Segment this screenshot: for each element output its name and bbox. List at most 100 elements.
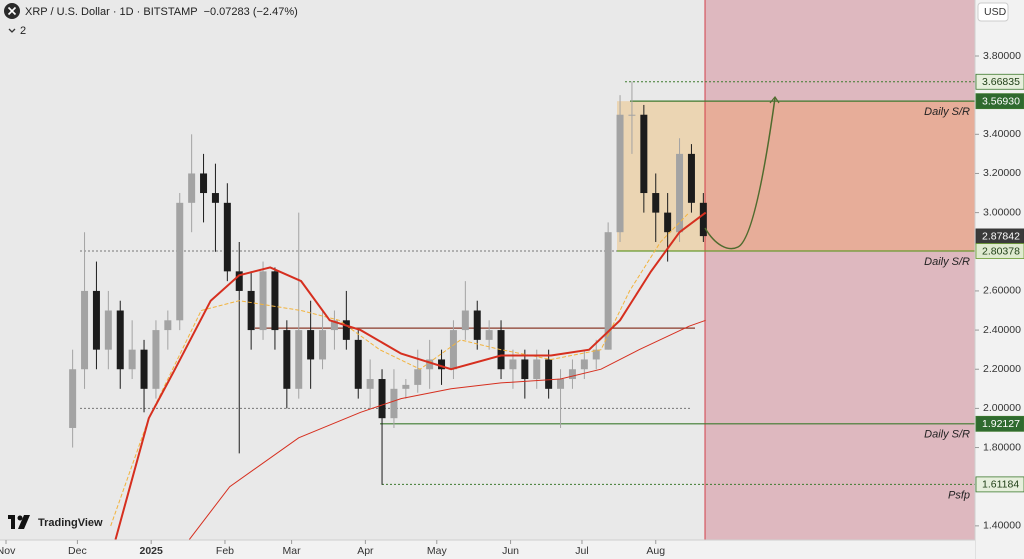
symbol-icon-mark xyxy=(7,6,17,16)
x-tick-label: Mar xyxy=(283,545,302,557)
moving-average xyxy=(188,319,706,540)
y-tick-label: 3.40000 xyxy=(983,128,1021,140)
candle-body xyxy=(176,202,184,321)
price-label: 1.92127 xyxy=(982,418,1020,430)
candle-body xyxy=(699,202,707,237)
candle-body xyxy=(104,310,112,350)
price-axis xyxy=(975,0,1024,559)
plot-area xyxy=(69,81,975,540)
watermark: TradingView xyxy=(38,517,103,529)
candle-body xyxy=(330,320,338,331)
indicators-toggle[interactable] xyxy=(8,28,16,33)
candle-body xyxy=(319,330,327,360)
currency: USD xyxy=(984,6,1007,18)
logo-part xyxy=(11,515,15,529)
price-label: 1.61184 xyxy=(982,479,1019,491)
candle-body xyxy=(128,349,136,370)
candle-body xyxy=(92,290,100,350)
price-label-box xyxy=(975,73,1024,90)
candle-body xyxy=(283,330,291,389)
chart-title: XRP / U.S. Dollar · 1D · BITSTAMP xyxy=(25,6,198,18)
candle-body xyxy=(247,290,255,331)
candle-body xyxy=(295,330,303,389)
x-tick-label: Feb xyxy=(216,545,234,557)
candle-body xyxy=(545,359,553,389)
candle-body xyxy=(461,310,469,331)
y-tick-label: 1.80000 xyxy=(983,441,1021,453)
y-tick-label: 2.40000 xyxy=(983,324,1021,336)
candle-body xyxy=(188,173,196,203)
candle-body xyxy=(664,212,672,233)
candle-body xyxy=(687,153,695,203)
candle-body xyxy=(271,271,279,331)
moving-average xyxy=(114,211,707,540)
candle-body xyxy=(307,330,315,360)
logo-part xyxy=(17,515,23,521)
price-label: 3.66835 xyxy=(982,76,1020,88)
price-label-box xyxy=(975,415,1024,432)
candle-body xyxy=(426,359,434,370)
level-note: Psfp xyxy=(948,489,970,501)
time-axis xyxy=(0,540,975,559)
projection-curve xyxy=(704,97,776,250)
candle-body xyxy=(164,320,172,331)
target-zone-extension xyxy=(705,101,975,252)
candle-body xyxy=(533,359,541,380)
price-change: −0.07283 (−2.47%) xyxy=(204,6,298,18)
y-tick-label: 2.00000 xyxy=(983,402,1021,414)
price-label-box xyxy=(975,93,1024,110)
candle-body xyxy=(259,271,267,331)
logo-part xyxy=(18,515,30,529)
candle-body xyxy=(521,359,529,380)
currency-box[interactable] xyxy=(977,2,1009,22)
candle-body xyxy=(604,232,612,350)
candle-body xyxy=(342,320,350,340)
candle-body xyxy=(592,349,600,360)
x-tick-label: Nov xyxy=(0,545,16,557)
candle-body xyxy=(354,339,362,389)
candle-body xyxy=(140,349,148,389)
price-label: 2.80378 xyxy=(982,245,1020,257)
x-tick-label: Dec xyxy=(68,545,87,557)
candle-body xyxy=(414,369,422,385)
candle-body xyxy=(366,379,374,389)
level-note: Daily S/R xyxy=(924,429,970,441)
price-label: 3.56930 xyxy=(982,95,1020,107)
candle-body xyxy=(200,173,208,194)
x-tick-label: Apr xyxy=(357,545,374,557)
x-tick-label: Jun xyxy=(502,545,519,557)
price-label-box xyxy=(975,243,1024,259)
candle-body xyxy=(616,114,624,233)
candle-body xyxy=(223,202,231,272)
indicator-count[interactable]: 2 xyxy=(20,25,26,37)
candle-body xyxy=(676,153,684,233)
price-label: 2.87842 xyxy=(982,231,1020,243)
x-tick-label: Jul xyxy=(575,545,588,557)
candle-body xyxy=(116,310,124,370)
projection-arrow xyxy=(769,95,780,104)
candle-body xyxy=(152,330,160,389)
red-zone xyxy=(705,0,975,540)
y-tick-label: 3.20000 xyxy=(983,167,1021,179)
candle-body xyxy=(235,271,243,291)
candle-body xyxy=(81,290,89,370)
candle-body xyxy=(390,388,398,419)
candle-body xyxy=(509,359,517,370)
y-tick-label: 1.40000 xyxy=(983,520,1021,532)
candle-body xyxy=(378,379,386,419)
candle-body xyxy=(568,369,576,380)
candle-body xyxy=(402,384,410,389)
x-tick-label: May xyxy=(427,545,448,557)
level-note: Daily S/R xyxy=(924,256,970,268)
candle-body xyxy=(449,330,457,370)
candle-body xyxy=(438,359,446,370)
level-note: Daily S/R xyxy=(924,106,970,118)
x-tick-label: Aug xyxy=(646,545,665,557)
candle-body xyxy=(473,310,481,340)
candle-body xyxy=(580,359,588,370)
x-tick-label: 2025 xyxy=(139,545,163,557)
y-tick-label: 2.60000 xyxy=(983,285,1021,297)
y-tick-label: 3.00000 xyxy=(983,206,1021,218)
candle-body xyxy=(485,330,493,340)
